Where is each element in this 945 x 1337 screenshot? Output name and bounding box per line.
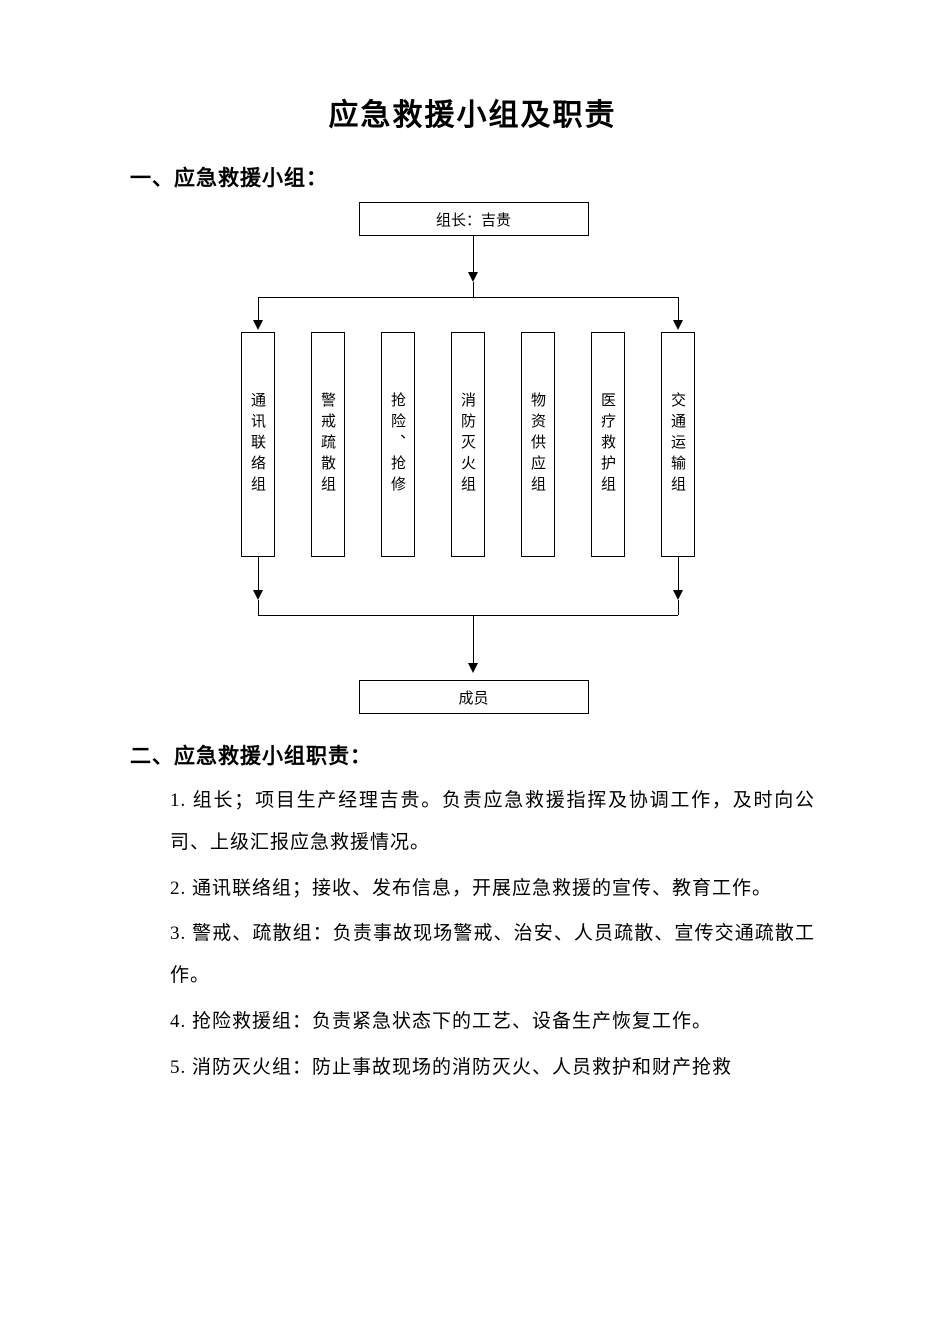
- line-g0-down: [258, 557, 259, 592]
- section2-heading: 二、应急救援小组职责：: [130, 740, 815, 770]
- duty-1: 1. 组长；项目生产经理吉贵。负责应急救援指挥及协调工作，及时向公司、上级汇报应…: [170, 780, 815, 864]
- arrow-to-member: [468, 663, 478, 673]
- duties-list: 1. 组长；项目生产经理吉贵。负责应急救援指挥及协调工作，及时向公司、上级汇报应…: [130, 780, 815, 1089]
- arrow-g0-down: [253, 590, 263, 600]
- line-g6-to-botbus: [678, 600, 679, 615]
- arrow-leader-down: [468, 272, 478, 282]
- line-bus-g0: [258, 297, 259, 322]
- arrow-g6-down: [673, 590, 683, 600]
- duty-3: 3. 警戒、疏散组：负责事故现场警戒、治安、人员疏散、宣传交通疏散工作。: [170, 913, 815, 997]
- line-to-member: [473, 615, 474, 665]
- group-box-4: 物资供应组: [521, 332, 555, 557]
- line-top-bus: [258, 297, 678, 298]
- line-bottom-bus: [258, 615, 678, 616]
- group-box-5: 医疗救护组: [591, 332, 625, 557]
- duty-5: 5. 消防灭火组：防止事故现场的消防灭火、人员救护和财产抢救: [170, 1047, 815, 1089]
- group-box-6: 交通运输组: [661, 332, 695, 557]
- group-box-0: 通讯联络组: [241, 332, 275, 557]
- line-g6-down: [678, 557, 679, 592]
- arrow-g6: [673, 320, 683, 330]
- duty-4: 4. 抢险救援组：负责紧急状态下的工艺、设备生产恢复工作。: [170, 1001, 815, 1043]
- group-box-2: 抢险、抢修: [381, 332, 415, 557]
- section1-heading: 一、应急救援小组：: [130, 162, 815, 192]
- org-chart: 组长：吉贵 通讯联络组 警戒疏散组 抢险、抢修 消防灭火组 物资供应组 医疗救护…: [233, 202, 713, 722]
- leader-box: 组长：吉贵: [359, 202, 589, 236]
- line-g0-to-botbus: [258, 600, 259, 615]
- arrow-g0: [253, 320, 263, 330]
- group-box-3: 消防灭火组: [451, 332, 485, 557]
- page-title: 应急救援小组及职责: [130, 90, 815, 134]
- group-box-1: 警戒疏散组: [311, 332, 345, 557]
- line-bus-g6: [678, 297, 679, 322]
- line-leader-to-bus: [473, 282, 474, 297]
- duty-2: 2. 通讯联络组；接收、发布信息，开展应急救援的宣传、教育工作。: [170, 868, 815, 910]
- member-box: 成员: [359, 680, 589, 714]
- line-leader-down: [473, 236, 474, 276]
